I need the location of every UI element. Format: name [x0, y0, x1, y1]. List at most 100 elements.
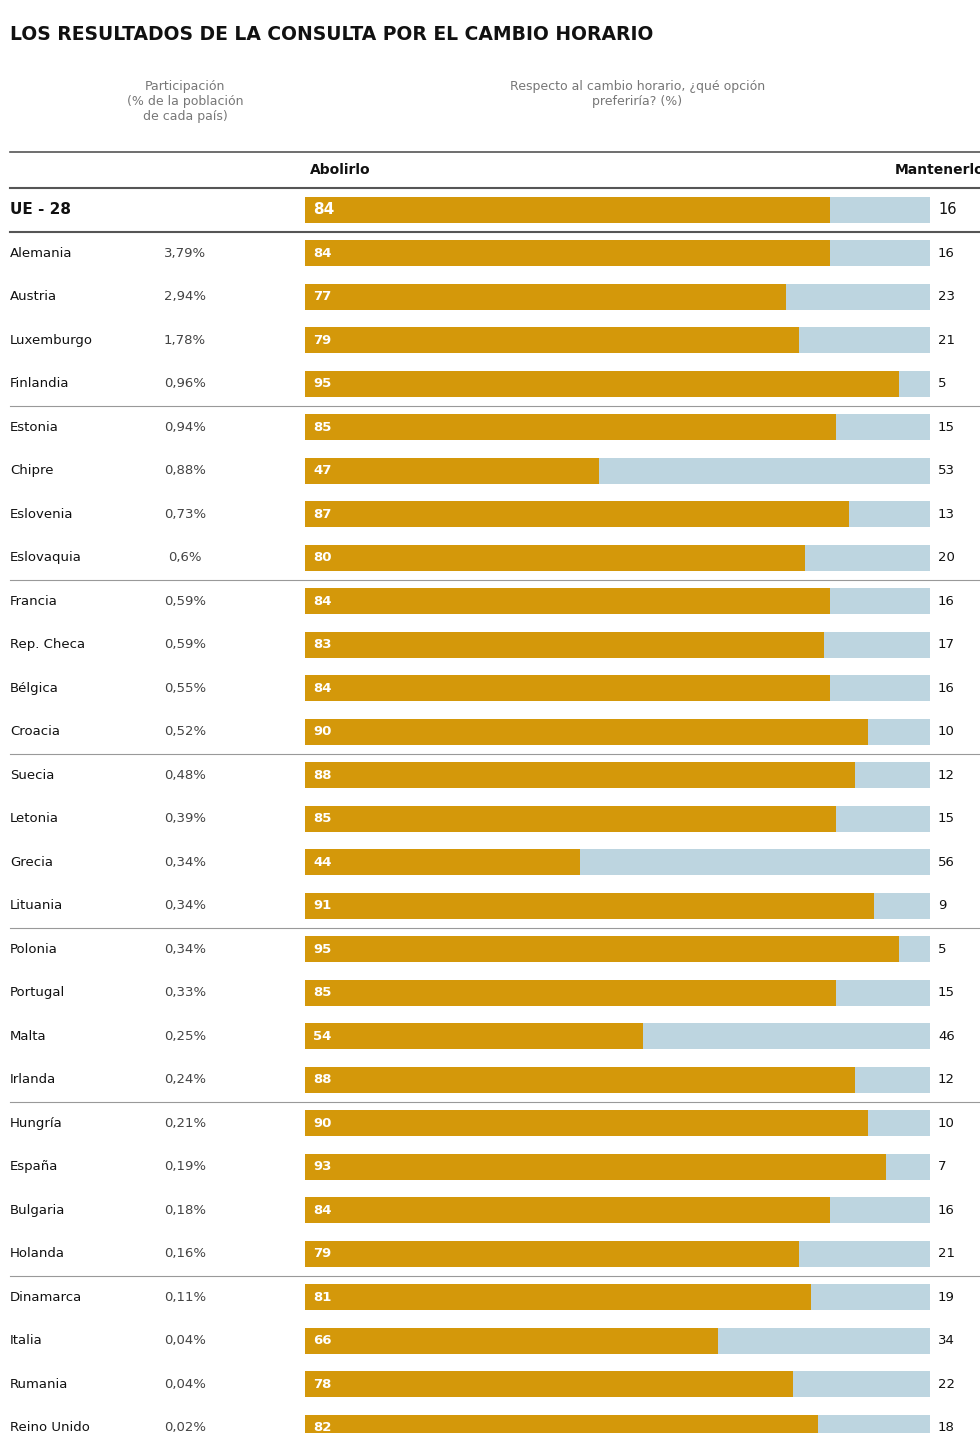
Bar: [830, 675, 930, 701]
Text: 0,25%: 0,25%: [164, 1030, 206, 1043]
Bar: [305, 196, 830, 222]
Text: Eslovenia: Eslovenia: [10, 507, 74, 520]
Bar: [305, 936, 899, 962]
Text: 12: 12: [938, 768, 955, 782]
Bar: [305, 1066, 855, 1093]
Text: 82: 82: [313, 1422, 331, 1433]
Text: Alemania: Alemania: [10, 246, 73, 259]
Text: 54: 54: [313, 1030, 331, 1043]
Text: Luxemburgo: Luxemburgo: [10, 334, 93, 347]
Text: 85: 85: [313, 421, 331, 434]
Bar: [305, 327, 799, 354]
Text: 85: 85: [313, 986, 331, 999]
Bar: [305, 284, 786, 310]
Text: Estonia: Estonia: [10, 421, 59, 434]
Text: 0,59%: 0,59%: [164, 595, 206, 608]
Bar: [717, 1328, 930, 1354]
Text: 10: 10: [938, 1116, 955, 1129]
Text: 16: 16: [938, 246, 955, 259]
Bar: [305, 675, 830, 701]
Text: 46: 46: [938, 1030, 955, 1043]
Text: 84: 84: [313, 595, 331, 608]
Text: 20: 20: [938, 552, 955, 565]
Text: 0,48%: 0,48%: [164, 768, 206, 782]
Text: 91: 91: [313, 900, 331, 913]
Text: 15: 15: [938, 813, 955, 825]
Bar: [305, 719, 867, 745]
Bar: [867, 719, 930, 745]
Text: 0,19%: 0,19%: [164, 1161, 206, 1174]
Text: 1,78%: 1,78%: [164, 334, 206, 347]
Text: Hungría: Hungría: [10, 1116, 63, 1129]
Bar: [867, 1111, 930, 1136]
Text: 80: 80: [313, 552, 331, 565]
Bar: [305, 1111, 867, 1136]
Text: 66: 66: [313, 1334, 331, 1347]
Text: 0,21%: 0,21%: [164, 1116, 206, 1129]
Text: 9: 9: [938, 900, 947, 913]
Text: Reino Unido: Reino Unido: [10, 1422, 90, 1433]
Text: Abolirlo: Abolirlo: [310, 163, 370, 178]
Bar: [899, 936, 930, 962]
Text: 16: 16: [938, 595, 955, 608]
Text: 0,34%: 0,34%: [164, 943, 206, 956]
Text: 17: 17: [938, 638, 955, 651]
Text: 84: 84: [313, 202, 334, 218]
Bar: [305, 545, 805, 570]
Text: 93: 93: [313, 1161, 331, 1174]
Text: 44: 44: [313, 856, 331, 868]
Bar: [305, 1284, 811, 1310]
Text: 88: 88: [313, 768, 331, 782]
Text: Rep. Checa: Rep. Checa: [10, 638, 85, 651]
Text: Holanda: Holanda: [10, 1247, 65, 1260]
Text: 0,6%: 0,6%: [169, 552, 202, 565]
Bar: [836, 414, 930, 440]
Bar: [305, 893, 874, 919]
Text: 16: 16: [938, 682, 955, 695]
Text: 85: 85: [313, 813, 331, 825]
Text: 83: 83: [313, 638, 331, 651]
Bar: [305, 457, 599, 484]
Text: Bélgica: Bélgica: [10, 682, 59, 695]
Text: 88: 88: [313, 1073, 331, 1086]
Text: 0,94%: 0,94%: [164, 421, 206, 434]
Text: 3,79%: 3,79%: [164, 246, 206, 259]
Text: 84: 84: [313, 1204, 331, 1217]
Text: Eslovaquia: Eslovaquia: [10, 552, 82, 565]
Bar: [305, 241, 830, 267]
Text: Irlanda: Irlanda: [10, 1073, 56, 1086]
Text: 0,33%: 0,33%: [164, 986, 206, 999]
Text: Letonia: Letonia: [10, 813, 59, 825]
Bar: [830, 241, 930, 267]
Text: 0,04%: 0,04%: [164, 1377, 206, 1391]
Text: 15: 15: [938, 986, 955, 999]
Text: 77: 77: [313, 291, 331, 304]
Text: Francia: Francia: [10, 595, 58, 608]
Text: Polonia: Polonia: [10, 943, 58, 956]
Text: Respecto al cambio horario, ¿qué opción
preferiría? (%): Respecto al cambio horario, ¿qué opción …: [510, 80, 765, 107]
Bar: [786, 284, 930, 310]
Bar: [305, 1197, 830, 1224]
Text: 21: 21: [938, 334, 955, 347]
Bar: [874, 893, 930, 919]
Text: 95: 95: [313, 943, 331, 956]
Text: Bulgaria: Bulgaria: [10, 1204, 66, 1217]
Bar: [643, 1023, 930, 1049]
Text: 0,02%: 0,02%: [164, 1422, 206, 1433]
Text: 0,88%: 0,88%: [164, 464, 206, 477]
Text: 78: 78: [313, 1377, 331, 1391]
Bar: [830, 1197, 930, 1224]
Text: 0,73%: 0,73%: [164, 507, 206, 520]
Text: 81: 81: [313, 1291, 331, 1304]
Bar: [886, 1154, 930, 1179]
Text: 22: 22: [938, 1377, 955, 1391]
Text: 56: 56: [938, 856, 955, 868]
Text: 23: 23: [938, 291, 955, 304]
Text: 5: 5: [938, 943, 947, 956]
Text: Suecia: Suecia: [10, 768, 54, 782]
Text: 0,34%: 0,34%: [164, 856, 206, 868]
Text: 34: 34: [938, 1334, 955, 1347]
Text: Participación
(% de la población
de cada país): Participación (% de la población de cada…: [126, 80, 243, 123]
Bar: [793, 1371, 930, 1397]
Text: 18: 18: [938, 1422, 955, 1433]
